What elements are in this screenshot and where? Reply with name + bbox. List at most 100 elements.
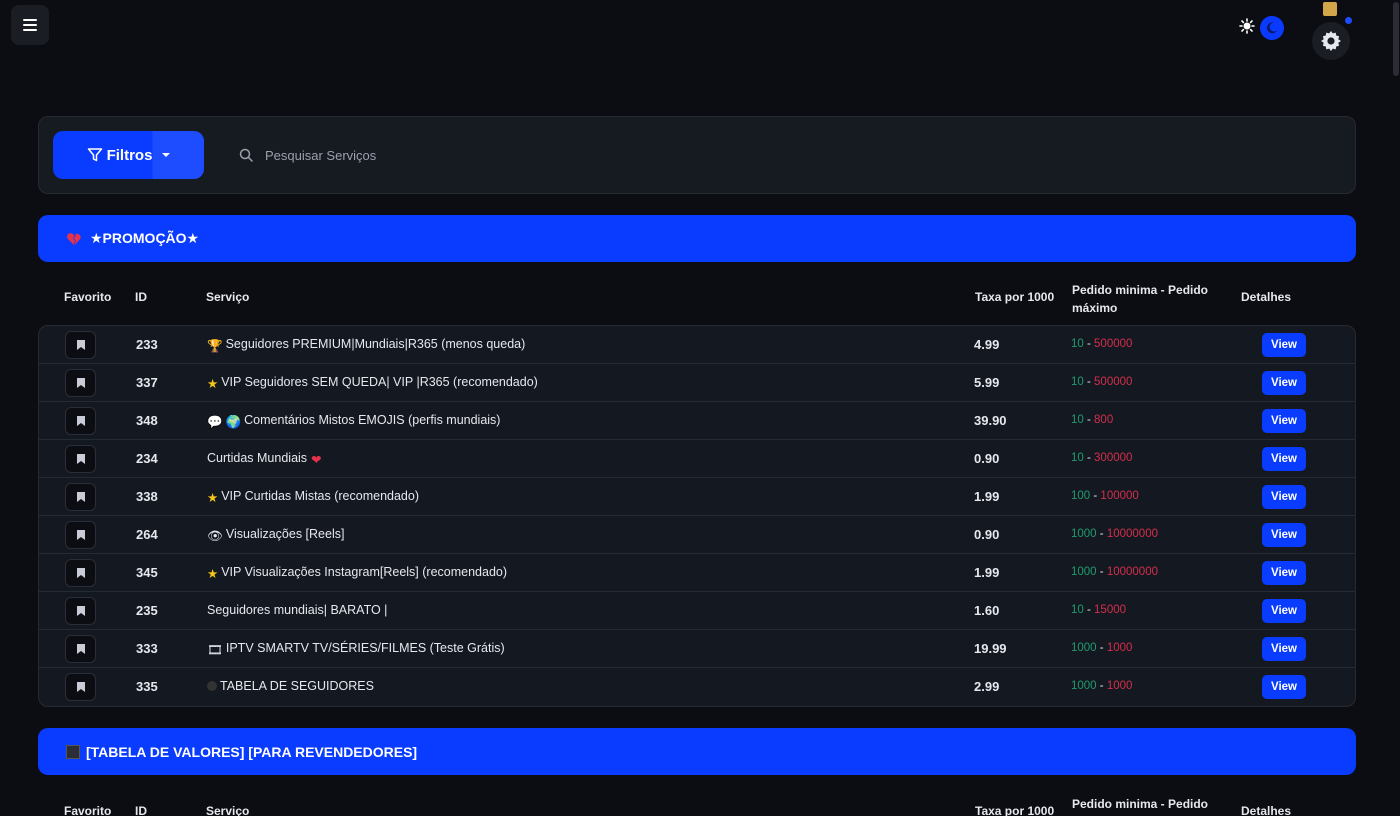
service-min-max: 10 - 15000: [1071, 604, 1127, 616]
column-details: Detalhes: [1241, 290, 1292, 304]
avatar[interactable]: [1323, 2, 1337, 16]
service-id: 335: [136, 679, 158, 694]
table-header: Favorito ID Serviço Taxa por 1000 Pedido…: [38, 790, 1356, 816]
search-icon: [239, 148, 253, 162]
favorite-button[interactable]: [65, 331, 96, 359]
category-header-tabela-de-valores[interactable]: [TABELA DE VALORES] [PARA REVENDEDORES]: [38, 728, 1356, 775]
star-icon: ★: [207, 567, 219, 581]
view-button[interactable]: View: [1262, 599, 1306, 623]
favorite-button[interactable]: [65, 445, 96, 473]
gear-icon: [1321, 31, 1341, 51]
favorite-button[interactable]: [65, 673, 96, 701]
bookmark-icon: [76, 682, 85, 692]
service-id: 337: [136, 375, 158, 390]
service-rate: 0.90: [974, 527, 1000, 542]
moon-icon: [1266, 22, 1278, 34]
favorite-button[interactable]: [65, 559, 96, 587]
top-right-controls: [1200, 0, 1400, 60]
table-row: 234 Curtidas Mundiais ❤ 0.90 10 - 300000 …: [39, 440, 1355, 478]
table-row: 338 ★ VIP Curtidas Mistas (recomendado) 1…: [39, 478, 1355, 516]
service-min-max: 1000 - 1000: [1071, 642, 1133, 654]
eye-icon: 👁: [207, 529, 223, 543]
filters-button[interactable]: Filtros: [53, 131, 204, 179]
view-button[interactable]: View: [1262, 523, 1306, 547]
service-name: Seguidores mundiais| BARATO |: [207, 603, 388, 617]
favorite-button[interactable]: [65, 597, 96, 625]
category-header-promocao[interactable]: ★PROMOÇÃO★: [38, 215, 1356, 262]
service-min-max: 10 - 800: [1071, 414, 1114, 426]
service-id: 338: [136, 489, 158, 504]
service-name: ★ VIP Curtidas Mistas (recomendado): [207, 489, 419, 505]
search-input[interactable]: [265, 147, 665, 163]
sun-icon[interactable]: [1239, 18, 1255, 34]
service-min-max: 1000 - 1000: [1071, 680, 1133, 692]
table-row: 348 💬 🌍 Comentários Mistos EMOJIS (perfis …: [39, 402, 1355, 440]
service-id: 264: [136, 527, 158, 542]
film-icon: 🎞: [207, 643, 223, 657]
favorite-button[interactable]: [65, 483, 96, 511]
service-rate: 1.99: [974, 489, 1000, 504]
filters-label: Filtros: [106, 146, 153, 164]
view-button[interactable]: View: [1262, 333, 1306, 357]
service-id: 235: [136, 603, 158, 618]
service-id: 233: [136, 337, 158, 352]
table-row: 235 Seguidores mundiais| BARATO | 1.60 1…: [39, 592, 1355, 630]
favorite-button[interactable]: [65, 521, 96, 549]
table-row: 264 👁 Visualizações [Reels] 0.90 1000 - 1…: [39, 516, 1355, 554]
filter-bar: Filtros: [38, 116, 1356, 194]
service-name: ★ VIP Visualizações Instagram[Reels] (rec…: [207, 565, 508, 581]
table-row: 337 ★ VIP Seguidores SEM QUEDA| VIP |R365…: [39, 364, 1355, 402]
service-min-max: 10 - 300000: [1071, 452, 1133, 464]
service-rate: 19.99: [974, 641, 1007, 656]
column-favorite: Favorito: [64, 804, 112, 816]
service-rate: 1.99: [974, 565, 1000, 580]
chevron-down-icon: [162, 153, 171, 157]
favorite-button[interactable]: [65, 635, 96, 663]
bookmark-icon: [76, 644, 85, 654]
filter-icon: [87, 148, 102, 162]
service-name: ★ VIP Seguidores SEM QUEDA| VIP |R365 (re…: [207, 375, 538, 391]
view-button[interactable]: View: [1262, 561, 1306, 585]
service-rate: 39.90: [974, 413, 1007, 428]
bookmark-icon: [76, 378, 85, 388]
service-min-max: 10 - 500000: [1071, 376, 1133, 388]
column-service: Serviço: [206, 290, 250, 304]
column-min-max: Pedido minima - Pedido máximo: [1072, 283, 1209, 315]
bookmark-icon: [76, 492, 85, 502]
category-title: [TABELA DE VALORES] [PARA REVENDEDORES]: [86, 743, 418, 760]
view-button[interactable]: View: [1262, 637, 1306, 661]
scrollbar-thumb[interactable]: [1393, 2, 1399, 76]
favorite-button[interactable]: [65, 369, 96, 397]
bookmark-icon: [76, 568, 85, 578]
favorite-button[interactable]: [65, 407, 96, 435]
column-service: Serviço: [206, 804, 250, 816]
service-min-max: 1000 - 10000000: [1071, 528, 1158, 540]
view-button[interactable]: View: [1262, 485, 1306, 509]
view-button[interactable]: View: [1262, 675, 1306, 699]
scrollbar[interactable]: [1392, 0, 1400, 816]
service-rate: 4.99: [974, 337, 1000, 352]
column-id: ID: [135, 804, 147, 816]
star-icon: ★: [207, 377, 219, 391]
table-row: 345 ★ VIP Visualizações Instagram[Reels] …: [39, 554, 1355, 592]
service-rate: 0.90: [974, 451, 1000, 466]
view-button[interactable]: View: [1262, 409, 1306, 433]
service-id: 333: [136, 641, 158, 656]
column-rate: Taxa por 1000: [975, 804, 1055, 816]
settings-button[interactable]: [1312, 22, 1350, 60]
dark-mode-toggle[interactable]: [1260, 16, 1284, 40]
view-button[interactable]: View: [1262, 371, 1306, 395]
table-row: 233 🏆 Seguidores PREMIUM|Mundiais|R365 (m…: [39, 326, 1355, 364]
service-name: 💬 🌍 Comentários Mistos EMOJIS (perfis mund…: [207, 413, 501, 429]
table-row: 335 TABELA DE SEGUIDORES 2.99 1000 - 100…: [39, 668, 1355, 706]
bookmark-icon: [76, 416, 85, 426]
column-rate: Taxa por 1000: [975, 290, 1055, 304]
black-circle-icon: [207, 681, 217, 691]
view-button[interactable]: View: [1262, 447, 1306, 471]
service-name: 🏆 Seguidores PREMIUM|Mundiais|R365 (menos…: [207, 337, 526, 353]
service-id: 348: [136, 413, 158, 428]
service-rate: 1.60: [974, 603, 1000, 618]
hamburger-icon: [23, 19, 37, 31]
menu-button[interactable]: [11, 5, 49, 45]
service-rate: 5.99: [974, 375, 1000, 390]
